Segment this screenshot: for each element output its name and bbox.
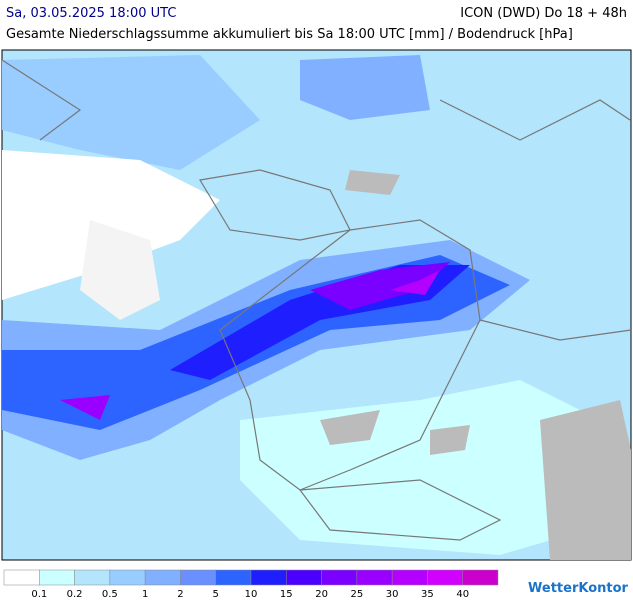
legend-swatch (286, 569, 322, 586)
legend-label: 15 (280, 589, 293, 600)
legend-label: 0.5 (102, 589, 118, 600)
legend-swatch (74, 569, 111, 586)
legend-swatch (215, 569, 252, 586)
legend-label: 35 (421, 589, 434, 600)
legend-label: 40 (456, 589, 469, 600)
legend-swatch (391, 569, 428, 586)
legend-swatch (356, 569, 393, 586)
legend-label: 1 (142, 589, 148, 600)
legend-swatch (144, 569, 181, 586)
legend-swatch (109, 569, 146, 586)
legend-swatch (250, 569, 287, 586)
model-run: ICON (DWD) Do 18 + 48h (460, 6, 627, 21)
legend-swatch (427, 569, 463, 586)
legend-swatch (180, 569, 216, 586)
datetime: Sa, 03.05.2025 18:00 UTC (6, 6, 177, 21)
legend-label: 10 (245, 589, 258, 600)
legend-label: 20 (315, 589, 328, 600)
legend: 0.1 0.2 0.5 1 2 5 10 15 20 25 30 35 40 (3, 569, 499, 600)
legend-swatch (321, 569, 358, 586)
legend-swatch (3, 569, 40, 586)
legend-label: 0.2 (67, 589, 83, 600)
legend-label: 5 (213, 589, 219, 600)
legend-label: 25 (350, 589, 363, 600)
subtitle: Gesamte Niederschlagssumme akkumuliert b… (6, 27, 573, 42)
legend-swatch (39, 569, 75, 586)
legend-label: 30 (386, 589, 399, 600)
legend-label: 2 (177, 589, 183, 600)
precip-map (1, 49, 632, 561)
brand: WetterKontor (528, 581, 629, 596)
legend-label: 0.1 (31, 589, 47, 600)
legend-swatch (462, 569, 499, 586)
